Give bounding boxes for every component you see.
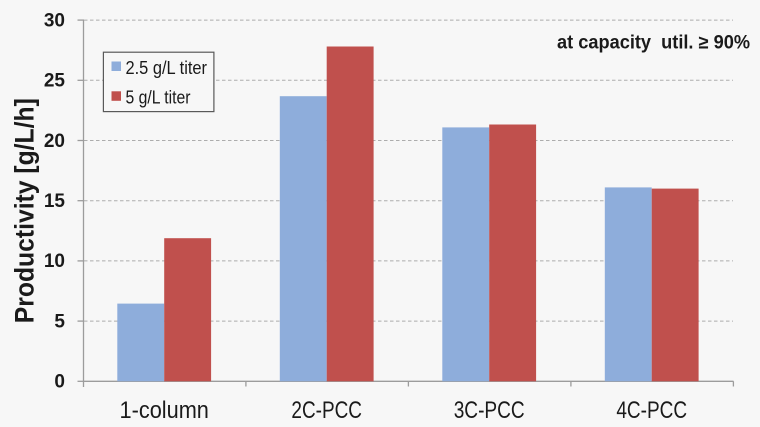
- svg-text:30: 30: [44, 10, 65, 31]
- svg-text:Productivity [g/L/h]: Productivity [g/L/h]: [10, 98, 40, 323]
- svg-text:2.5 g/L titer: 2.5 g/L titer: [126, 57, 208, 78]
- svg-text:5 g/L titer: 5 g/L titer: [126, 87, 191, 108]
- svg-text:10: 10: [44, 251, 65, 272]
- svg-text:3C-PCC: 3C-PCC: [454, 397, 525, 424]
- svg-text:20: 20: [44, 131, 65, 152]
- svg-text:0: 0: [54, 372, 65, 393]
- svg-text:at capacity util. ≥ 90%: at capacity util. ≥ 90%: [557, 32, 750, 53]
- svg-text:5: 5: [54, 311, 65, 332]
- svg-text:25: 25: [44, 71, 66, 92]
- svg-text:15: 15: [44, 191, 66, 212]
- svg-text:1-column: 1-column: [120, 397, 209, 424]
- svg-text:4C-PCC: 4C-PCC: [616, 397, 687, 424]
- svg-text:2C-PCC: 2C-PCC: [291, 397, 362, 424]
